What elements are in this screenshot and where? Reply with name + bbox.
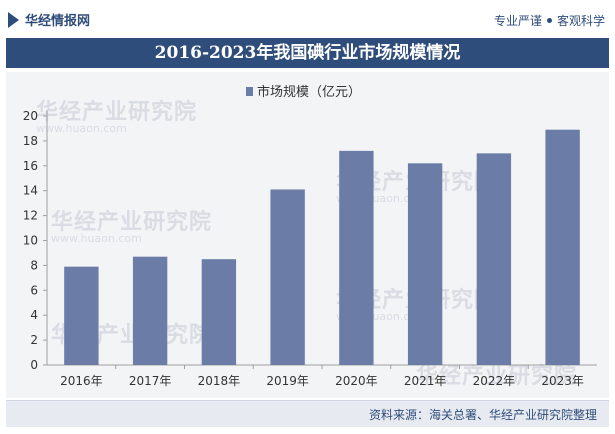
bar [132, 256, 168, 365]
x-tick-label: 2021年 [404, 374, 447, 388]
bar [545, 129, 580, 365]
x-tick-label: 2019年 [266, 374, 309, 388]
x-tick-label: 2017年 [129, 374, 172, 388]
y-tick-label: 2 [30, 333, 38, 347]
y-tick-label: 20 [23, 109, 38, 123]
bar [64, 266, 99, 365]
brand-name: 华经情报网 [25, 14, 91, 29]
y-tick-label: 8 [30, 258, 38, 272]
chart-title: 2016-2023年我国碘行业市场规模情况 [6, 38, 609, 68]
bar [476, 153, 512, 365]
dot-separator-icon [546, 18, 552, 23]
tagline-left: 专业严谨 [493, 14, 542, 28]
y-tick-label: 14 [23, 184, 38, 198]
y-tick-label: 12 [23, 209, 38, 223]
source-note: 资料来源：海关总署、华经产业研究院整理 [368, 408, 597, 422]
logo-flag-icon [8, 11, 19, 28]
tagline: 专业严谨 客观科学 [494, 12, 605, 29]
x-tick-label: 2020年 [335, 374, 378, 388]
y-tick-label: 4 [30, 308, 38, 322]
x-tick-label: 2022年 [473, 374, 516, 388]
bar [201, 259, 237, 365]
x-tick-label: 2016年 [60, 374, 103, 388]
legend-label: 市场规模（亿元） [257, 84, 361, 100]
footer: 资料来源：海关总署、华经产业研究院整理 [6, 400, 609, 427]
y-tick-label: 10 [23, 234, 38, 248]
y-tick-label: 6 [30, 283, 38, 297]
legend-swatch [246, 87, 253, 96]
header: 华经情报网 专业严谨 客观科学 [0, 0, 615, 36]
bar-chart: 市场规模（亿元） 0 2 4 6 8 10 12 14 16 18 20 2016年 2017年 2018年… [23, 84, 597, 388]
logo: 华经情报网 [8, 10, 90, 29]
y-tick-label: 0 [30, 358, 38, 372]
x-tick-label: 2023年 [541, 374, 584, 388]
chart-area: 华经产业研究院 www.huaon.com 华经产业研究院 www.huaon.… [6, 72, 609, 398]
bar [407, 163, 443, 365]
x-tick-label: 2018年 [198, 374, 241, 388]
tagline-right: 客观科学 [556, 14, 605, 28]
bar [339, 150, 374, 365]
y-tick-label: 18 [23, 134, 38, 148]
bar [270, 189, 305, 365]
y-tick-label: 16 [23, 159, 38, 173]
